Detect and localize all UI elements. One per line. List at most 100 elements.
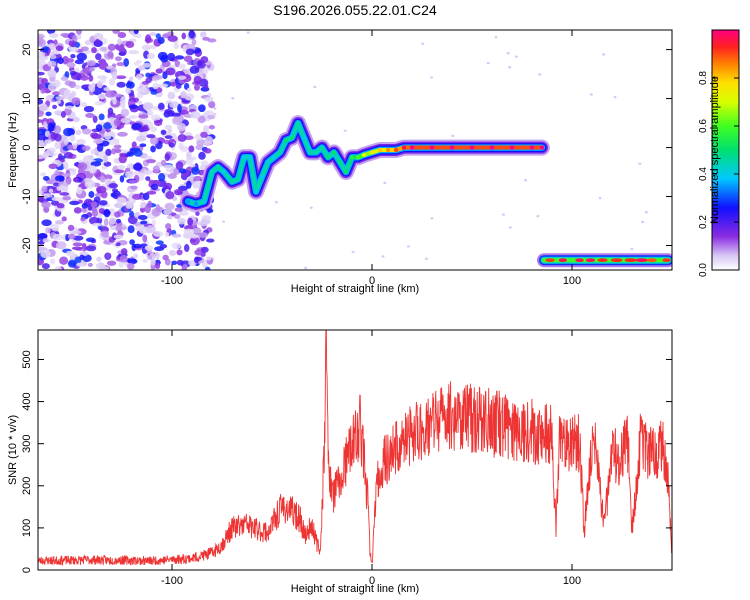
ridge-peak	[325, 155, 331, 160]
ridge-segment	[260, 160, 270, 179]
noise-speck	[118, 261, 124, 268]
ridge-peak	[369, 150, 375, 155]
noise-speck	[75, 138, 86, 146]
noise-speck	[166, 31, 175, 36]
noise-speck	[189, 236, 200, 246]
ridge-peak	[343, 169, 349, 175]
noise-speck	[202, 36, 210, 41]
noise-speck	[140, 220, 148, 225]
snr-y-axis-label: SNR (10 * v/v)	[7, 415, 19, 485]
noise-speck	[88, 74, 94, 82]
noise-speck	[40, 249, 51, 259]
noise-speck	[171, 242, 182, 250]
noise-speck	[133, 243, 142, 249]
x-tick-label: 0	[369, 575, 375, 587]
noise-speck	[200, 131, 208, 138]
noise-speck	[75, 67, 80, 73]
noise-speck	[87, 262, 93, 267]
ridge-peak	[271, 155, 277, 160]
noise-speck	[98, 200, 108, 206]
noise-speck	[194, 249, 204, 256]
noise-speck	[137, 100, 143, 105]
spectrogram-y-axis-label: Frequency (Hz)	[7, 112, 19, 188]
noise-speck	[172, 116, 183, 125]
noise-speck	[69, 168, 77, 176]
noise-speck	[201, 246, 209, 253]
noise-speck	[406, 245, 410, 248]
ridge-peak	[337, 160, 343, 165]
noise-speck	[52, 104, 58, 110]
noise-speck	[104, 252, 112, 260]
noise-speck	[88, 216, 100, 225]
noise-speck	[88, 165, 97, 174]
noise-speck	[142, 258, 148, 263]
noise-speck	[73, 207, 82, 214]
x-tick-label: 100	[563, 275, 581, 287]
ridge-peak	[361, 152, 367, 158]
noise-speck	[129, 239, 135, 246]
noise-speck	[105, 90, 116, 98]
noise-speck	[176, 123, 187, 132]
noise-speck	[514, 55, 518, 58]
noise-speck	[191, 166, 200, 175]
noise-speck	[630, 247, 634, 251]
noise-speck	[89, 66, 95, 72]
noise-speck	[274, 201, 278, 204]
noise-speck	[38, 134, 46, 141]
noise-speck	[86, 60, 96, 67]
noise-speck	[200, 56, 209, 64]
y-tick-label: -20	[21, 238, 33, 254]
noise-speck	[133, 253, 139, 259]
ridge-peak	[529, 145, 535, 150]
noise-speck	[98, 208, 105, 214]
noise-speck	[71, 97, 81, 106]
noise-speck	[157, 36, 165, 45]
noise-speck	[598, 196, 602, 200]
noise-speck	[536, 214, 540, 218]
noise-speck	[47, 60, 57, 68]
noise-speck	[133, 97, 140, 103]
ridge-segment	[278, 138, 288, 155]
noise-speck	[641, 220, 645, 224]
noise-speck	[54, 220, 64, 225]
noise-speck	[44, 139, 52, 144]
noise-speck	[123, 58, 130, 67]
noise-speck	[187, 61, 192, 66]
noise-speck	[48, 83, 57, 91]
noise-speck	[114, 56, 122, 62]
noise-speck	[150, 258, 156, 266]
noise-speck	[117, 31, 127, 39]
noise-speck	[155, 204, 161, 213]
noise-speck	[69, 70, 77, 76]
noise-speck	[171, 260, 178, 265]
noise-speck	[154, 262, 161, 270]
ridge-peak	[295, 120, 301, 126]
noise-speck	[451, 134, 455, 138]
ridge-peak	[355, 155, 361, 160]
ridge-peak	[393, 147, 399, 153]
noise-speck	[54, 175, 65, 182]
noise-speck	[103, 208, 111, 218]
noise-speck	[56, 203, 65, 209]
noise-speck	[77, 162, 88, 171]
noise-speck	[176, 249, 183, 256]
noise-speck	[46, 147, 56, 154]
noise-speck	[139, 206, 146, 213]
noise-speck	[150, 145, 156, 153]
noise-speck	[164, 153, 170, 161]
noise-speck	[421, 42, 425, 45]
noise-speck	[133, 30, 139, 35]
noise-speck	[213, 107, 217, 110]
noise-speck	[68, 40, 76, 47]
noise-speck	[79, 75, 89, 81]
noise-speck	[106, 50, 114, 58]
noise-speck	[103, 154, 108, 163]
noise-speck	[92, 138, 104, 144]
noise-speck	[208, 124, 216, 130]
noise-speck	[179, 109, 190, 115]
noise-speck	[147, 255, 153, 260]
noise-speck	[44, 130, 50, 137]
figure-title: S196.2026.055.22.01.C24	[273, 2, 437, 18]
